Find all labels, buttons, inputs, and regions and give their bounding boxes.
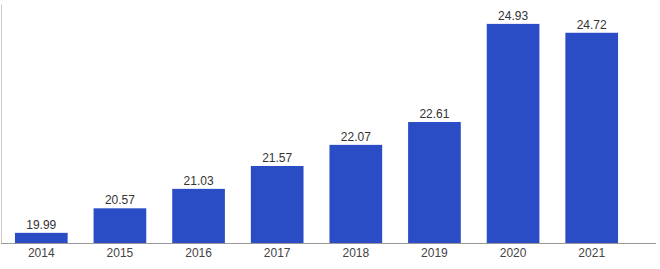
x-tick: 2021: [578, 243, 605, 260]
x-tick-label: 2019: [421, 246, 448, 260]
x-tick: 2020: [500, 243, 527, 260]
bar: [329, 145, 382, 243]
chart-svg: 2014 2015 2016 2017 2018 2019 2020 2021 19.99 20.…: [0, 0, 660, 269]
bar: [408, 122, 461, 243]
x-tick: 2016: [185, 243, 212, 260]
plot-area: 2014 2015 2016 2017 2018 2019 2020 2021 19.99 20.…: [1, 5, 656, 260]
x-tick: 2019: [421, 243, 448, 260]
x-tick: 2018: [342, 243, 369, 260]
x-tick-label: 2015: [107, 246, 134, 260]
x-tick-label: 2021: [578, 246, 605, 260]
y-axis: [1, 5, 2, 244]
data-label: 22.61: [419, 107, 449, 121]
chart-container: 2014 2015 2016 2017 2018 2019 2020 2021 19.99 20.…: [0, 0, 660, 269]
data-label: 22.07: [341, 130, 371, 144]
data-label: 24.72: [577, 18, 607, 32]
y-axis-line: [1, 5, 2, 244]
data-label: 24.93: [498, 9, 528, 23]
data-label: 21.57: [262, 151, 292, 165]
x-tick-label: 2017: [264, 246, 291, 260]
bars: [15, 24, 618, 243]
x-tick-label: 2020: [500, 246, 527, 260]
x-tick: 2015: [107, 243, 134, 260]
data-label: 19.99: [26, 218, 56, 232]
bar: [172, 189, 225, 243]
data-label: 21.03: [184, 174, 214, 188]
x-tick-label: 2014: [28, 246, 55, 260]
bar: [251, 166, 304, 243]
x-axis: 2014 2015 2016 2017 2018 2019 2020 2021: [1, 243, 656, 260]
x-axis-line: [1, 243, 656, 244]
x-tick: 2017: [264, 243, 291, 260]
bar: [487, 24, 540, 243]
x-tick: 2014: [28, 243, 55, 260]
bar: [15, 233, 68, 243]
bar: [94, 208, 147, 243]
x-tick-label: 2016: [185, 246, 212, 260]
x-tick-label: 2018: [342, 246, 369, 260]
data-labels: 19.99 20.57 21.03 21.57 22.07 22.61 24.93 24.72: [26, 9, 607, 232]
bar: [565, 33, 618, 243]
data-label: 20.57: [105, 193, 135, 207]
